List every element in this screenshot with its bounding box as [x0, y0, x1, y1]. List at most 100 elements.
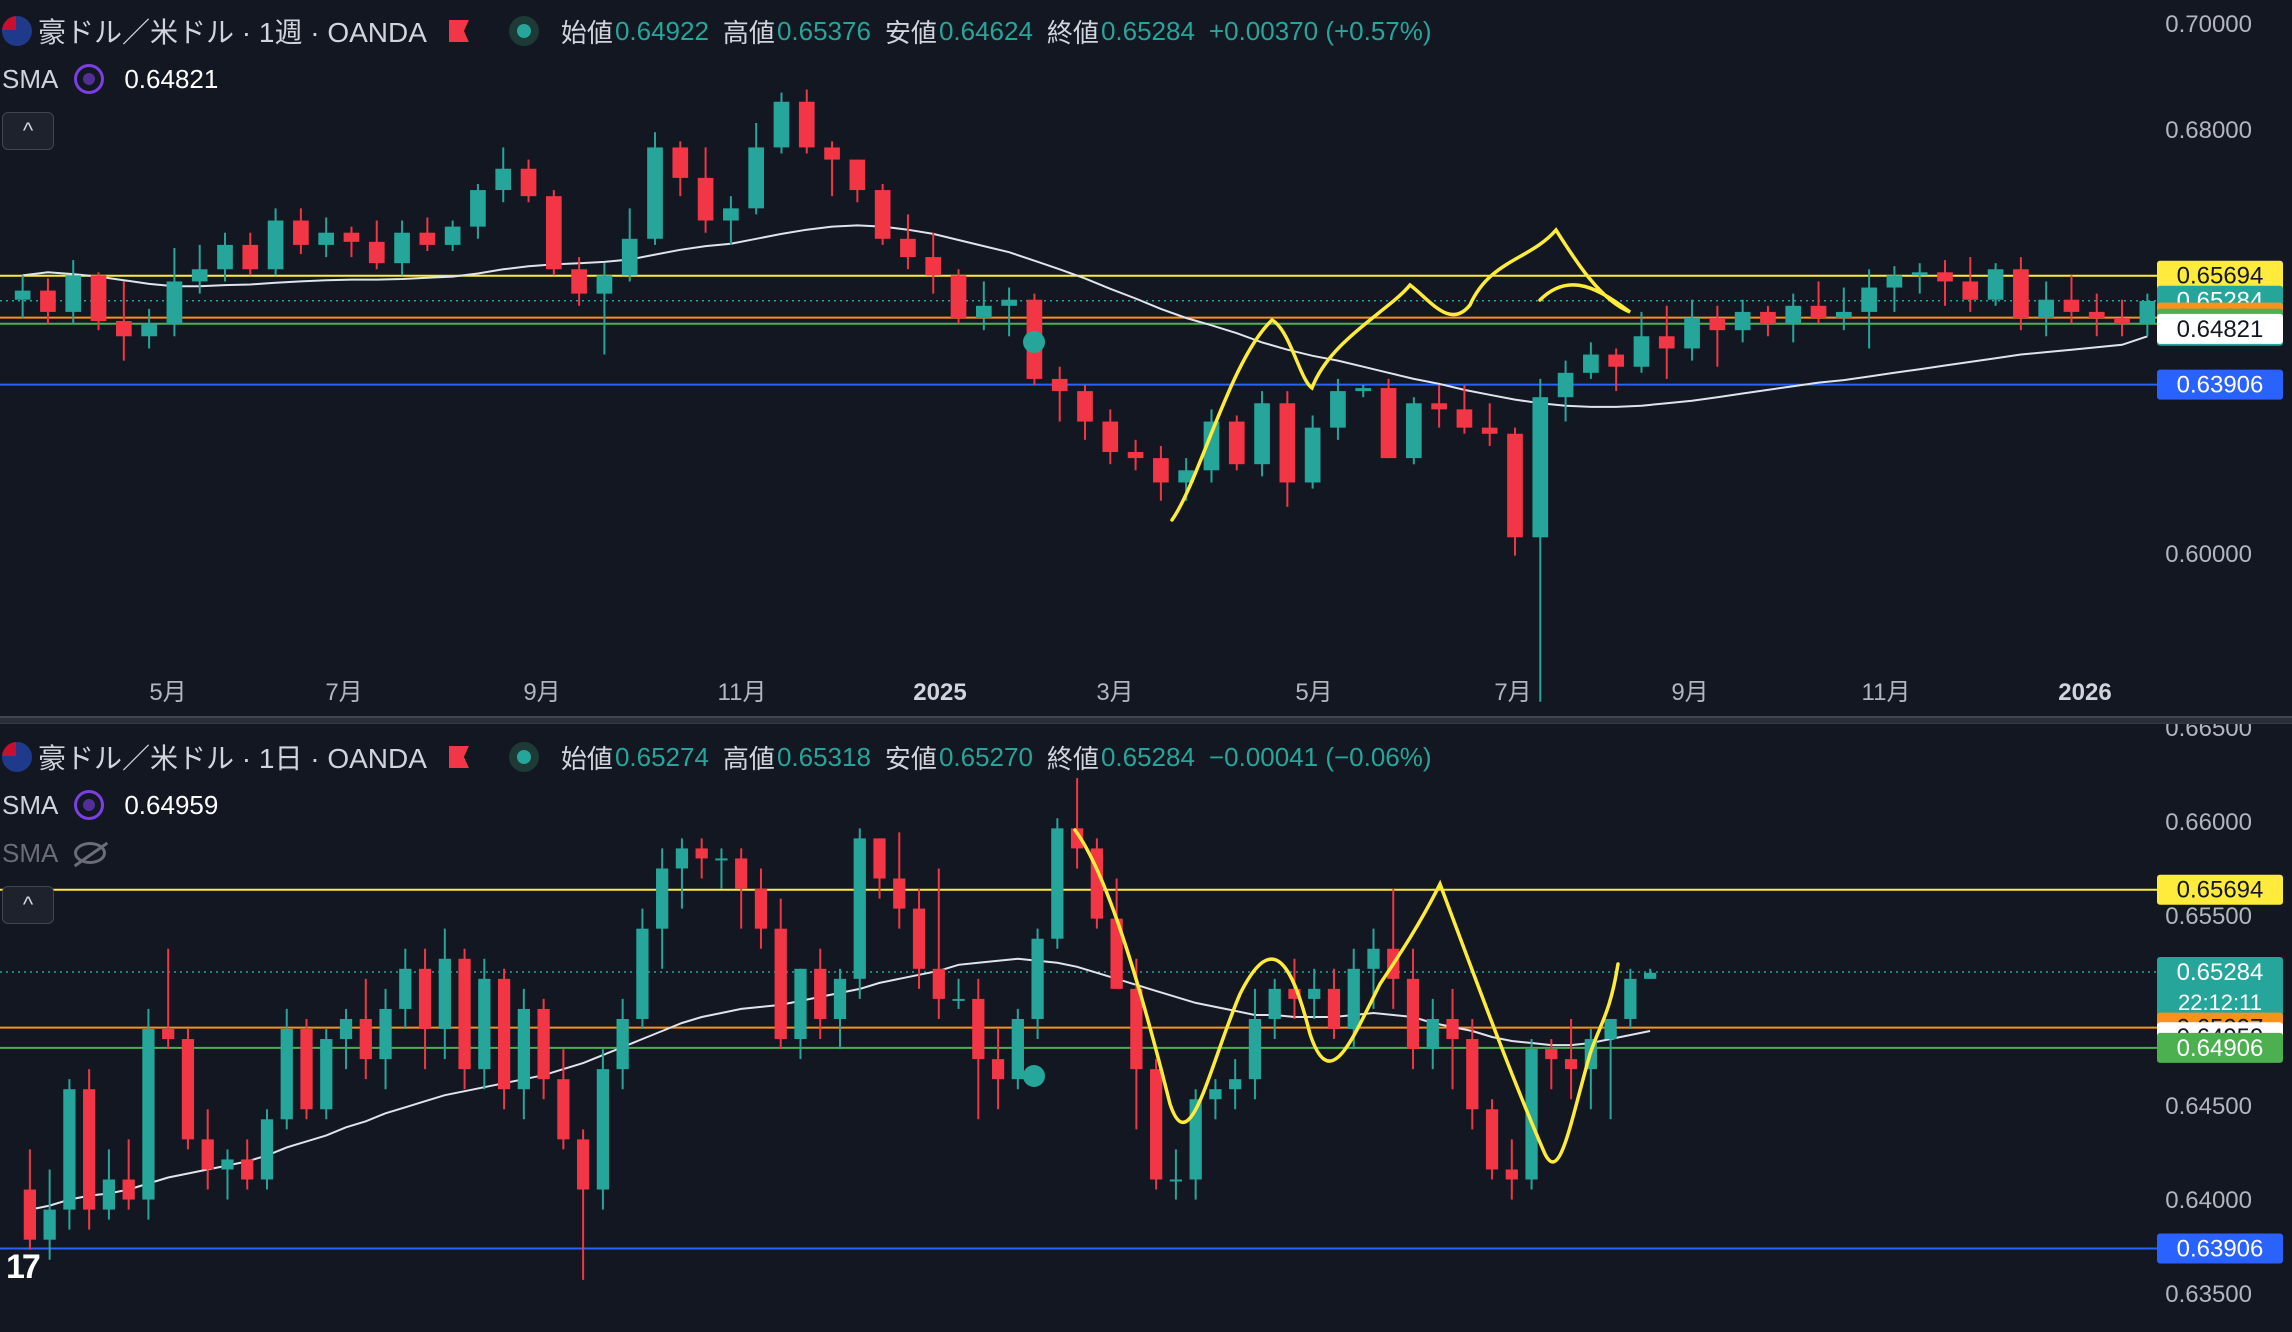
candle-body	[1308, 988, 1321, 999]
x-axis-tick-label: 5月	[1295, 679, 1332, 706]
daily-chart-pane[interactable]: 0.66500 0.66000 0.65500 0.64500 0.64000 0.635…	[0, 724, 2292, 1332]
weekly-chart-pane[interactable]: 0.70000 0.68000 0.60000 5月 7月 9月 11月 2025 3月 5月 7月…	[0, 0, 2292, 716]
weekly-symbol-title[interactable]: 豪ドル／米ドル · 1週 · OANDA	[38, 17, 427, 48]
candle-body	[1189, 1099, 1202, 1180]
candle-body	[1604, 1018, 1617, 1040]
candle-body	[1485, 1109, 1499, 1170]
candle-body	[735, 858, 748, 889]
alarm-clock-icon	[1023, 1065, 1045, 1087]
sma-indicator-icon[interactable]	[74, 64, 105, 94]
candle-body	[1426, 1018, 1439, 1050]
candle-body	[1077, 391, 1093, 422]
y-axis-tick-label: 0.66500	[2165, 724, 2252, 742]
candle-body	[636, 928, 649, 1019]
candle-body	[849, 159, 866, 191]
high-label: 高値	[722, 743, 775, 774]
candle-body	[754, 888, 768, 929]
hidden-eye-icon[interactable]	[74, 842, 107, 864]
x-axis-tick-label: 9月	[523, 679, 560, 706]
weekly-legend: 豪ドル／米ドル · 1週 · OANDA 始値 0.64922 高値 0.653…	[0, 14, 1446, 48]
candle-body	[1268, 988, 1281, 1019]
candle-body	[23, 1189, 37, 1240]
collapse-legend-button[interactable]: ^	[2, 886, 54, 924]
candle-body	[1608, 354, 1625, 367]
candle-body	[141, 324, 157, 337]
candle-body	[458, 958, 471, 1070]
candle-body	[1835, 311, 1852, 318]
market-status-icon[interactable]	[508, 16, 539, 46]
collapse-legend-button[interactable]: ^	[2, 112, 54, 150]
candle-body	[1070, 828, 1084, 849]
low-value: 0.65270	[938, 741, 1033, 772]
y-axis-tick-label: 0.65500	[2165, 903, 2252, 930]
candle-body	[1051, 378, 1068, 392]
candle-body	[925, 257, 942, 276]
change-value: −0.00041 (−0.06%)	[1208, 741, 1432, 772]
candle-body	[63, 1089, 76, 1210]
candle-body	[656, 868, 669, 929]
pane-divider[interactable]	[0, 716, 2292, 724]
price-tag	[2157, 260, 2283, 291]
candle-body	[2013, 269, 2029, 318]
candle-body	[596, 1069, 610, 1190]
open-label: 始値	[560, 17, 613, 48]
candle-body	[545, 196, 562, 270]
candle-body	[1507, 433, 1523, 538]
x-axis-tick-label: 7月	[1494, 679, 1531, 706]
candle-body	[1380, 388, 1397, 459]
daily-chart-canvas[interactable]: 0.66500 0.66000 0.65500 0.64500 0.64000 0.635…	[0, 724, 2292, 1332]
candle-body	[1962, 281, 1979, 300]
candle-body	[1734, 311, 1751, 331]
daily-sma2-legend[interactable]: SMA	[2, 836, 107, 870]
x-axis-tick-label: 3月	[1096, 679, 1133, 706]
candle-body	[399, 968, 412, 1009]
flag-marker-icon[interactable]	[448, 20, 469, 42]
candle-body	[1178, 470, 1195, 483]
candle-body	[368, 241, 385, 264]
sma-value: 0.64821	[124, 63, 219, 94]
candle-body	[1861, 287, 1877, 312]
candle-body	[1001, 299, 1017, 306]
candle-body	[950, 275, 967, 318]
y-axis-tick-label: 0.68000	[2165, 117, 2252, 144]
candle-body	[2088, 311, 2105, 318]
daily-sma-legend[interactable]: SMA 0.64959	[2, 788, 218, 822]
daily-symbol-title[interactable]: 豪ドル／米ドル · 1日 · OANDA	[38, 743, 427, 774]
candle-body	[478, 978, 491, 1070]
candle-body	[1011, 1018, 1024, 1080]
candle-body	[418, 968, 432, 1030]
candle-body	[162, 1029, 175, 1040]
market-status-icon[interactable]	[508, 742, 539, 772]
candle-body	[470, 190, 486, 227]
candle-body	[1557, 372, 1574, 398]
change-value: +0.00370 (+0.57%)	[1208, 15, 1432, 46]
flag-marker-icon[interactable]	[448, 746, 469, 768]
candle-body	[1709, 317, 1726, 331]
y-axis-tick-label: 0.60000	[2165, 541, 2252, 568]
candle-body	[1254, 403, 1270, 465]
price-tag-label: 0.65694	[2177, 263, 2264, 290]
x-axis-tick-label: 2025	[913, 679, 966, 706]
candle-body	[260, 1119, 274, 1180]
sma-indicator-icon[interactable]	[74, 790, 105, 820]
candle-body	[1886, 275, 1903, 288]
candle-body	[166, 281, 183, 325]
candle-body	[83, 1089, 96, 1210]
candle-body	[723, 208, 739, 221]
sma2-name: SMA	[2, 837, 59, 868]
weekly-sma-legend[interactable]: SMA 0.64821	[2, 62, 218, 96]
candle-body	[1624, 978, 1637, 1019]
candle-body	[596, 275, 613, 294]
x-axis-tick-label: 11月	[1862, 679, 1911, 706]
candle-body	[115, 321, 132, 337]
candle-body	[1532, 397, 1549, 538]
candle-body	[1367, 948, 1380, 969]
candle-body	[972, 998, 985, 1060]
high-value: 0.65376	[776, 15, 871, 46]
candle-body	[1150, 1069, 1163, 1180]
weekly-chart-canvas[interactable]: 0.70000 0.68000 0.60000 5月 7月 9月 11月 2025 3月 5月 7月…	[0, 0, 2292, 716]
candle-body	[1456, 409, 1473, 428]
candle-body	[824, 147, 840, 160]
candle-body	[142, 1029, 155, 1200]
close-value: 0.65284	[1100, 15, 1195, 46]
